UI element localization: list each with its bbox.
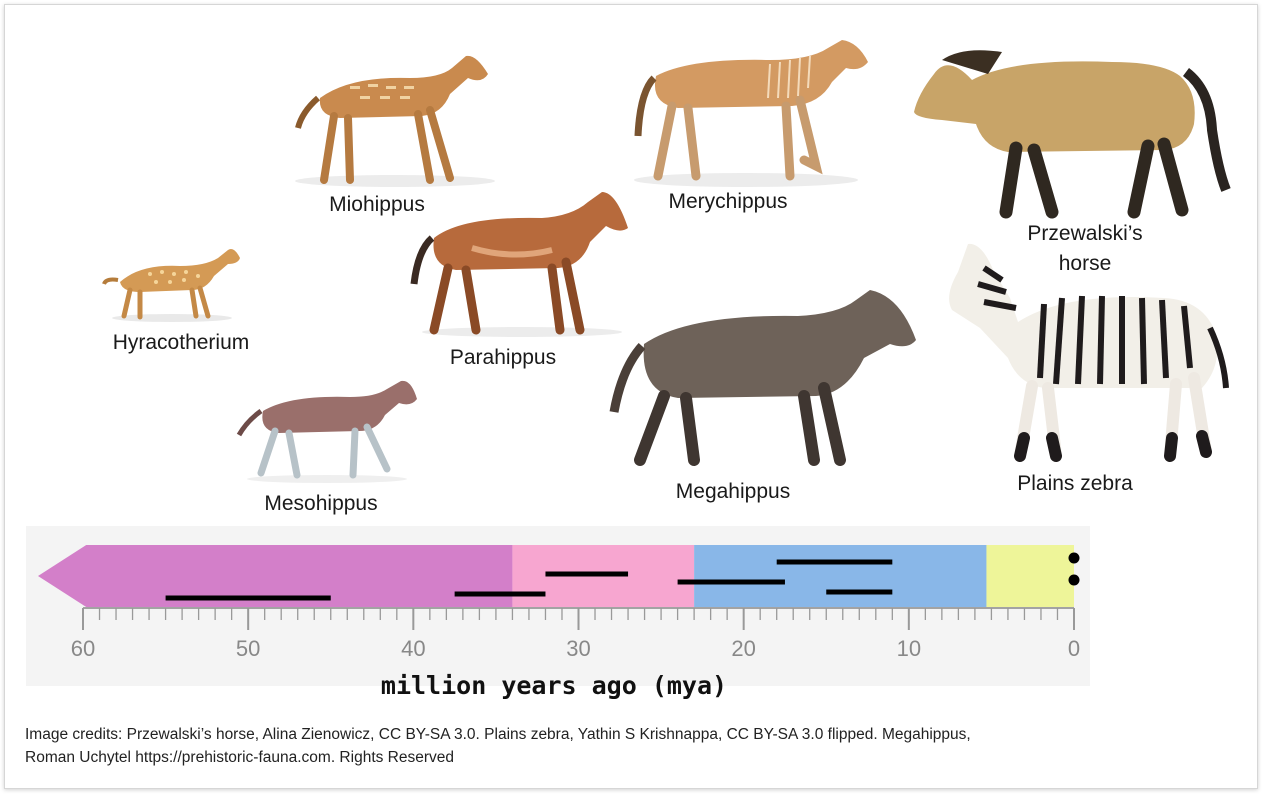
miohippus-label: Miohippus	[329, 193, 425, 216]
megahippus-label: Megahippus	[675, 480, 791, 503]
image-credits-line1: Image credits: Przewalski’s horse, Alina…	[25, 726, 971, 743]
timeline-period-band	[986, 545, 1074, 607]
timeline-tick-label: 40	[401, 636, 425, 661]
merychippus-label: Merychippus	[668, 190, 788, 213]
parahippus-label: Parahippus	[449, 346, 557, 369]
przewalski-horse-label: Przewalski’s horse	[990, 219, 1180, 279]
przewalski-horse-label-line2: horse	[1058, 252, 1112, 275]
timeline-tick-label: 50	[236, 636, 260, 661]
timeline-period-band	[694, 545, 987, 607]
hyracotherium-label: Hyracotherium	[112, 331, 250, 354]
species-range-point	[1068, 574, 1080, 586]
timeline-tick-label: 10	[897, 636, 921, 661]
plains-zebra-illustration	[944, 238, 1229, 463]
geologic-timeline: 60 50 40 30 20 10 0 million years ago (mya)	[26, 526, 1090, 706]
miohippus-illustration	[290, 48, 500, 188]
mesohippus-label: Mesohippus	[264, 492, 378, 515]
timeline-svg: 60 50 40 30 20 10 0 million years ago (mya)	[26, 526, 1090, 700]
plains-zebra-label: Plains zebra	[1017, 472, 1133, 495]
przewalski-horse-label-line1: Przewalski’s	[1027, 222, 1143, 245]
megahippus-illustration	[608, 288, 918, 468]
species-range-point	[1068, 552, 1080, 564]
hyracotherium-illustration	[100, 240, 245, 325]
timeline-tick-label: 20	[731, 636, 755, 661]
timeline-period-band	[38, 545, 513, 607]
przewalski-horse-illustration	[912, 40, 1232, 219]
timeline-tick-label: 30	[566, 636, 590, 661]
timeline-axis-label: million years ago (mya)	[381, 671, 727, 700]
mesohippus-illustration	[235, 375, 420, 485]
timeline-tick-label: 60	[71, 636, 95, 661]
image-credits-line2: Roman Uchytel https://prehistoric-fauna.…	[25, 749, 455, 766]
timeline-tick-label: 0	[1068, 636, 1080, 661]
parahippus-illustration	[410, 188, 632, 338]
image-credits: Image credits: Przewalski’s horse, Alina…	[25, 723, 1135, 769]
merychippus-illustration	[620, 38, 872, 188]
